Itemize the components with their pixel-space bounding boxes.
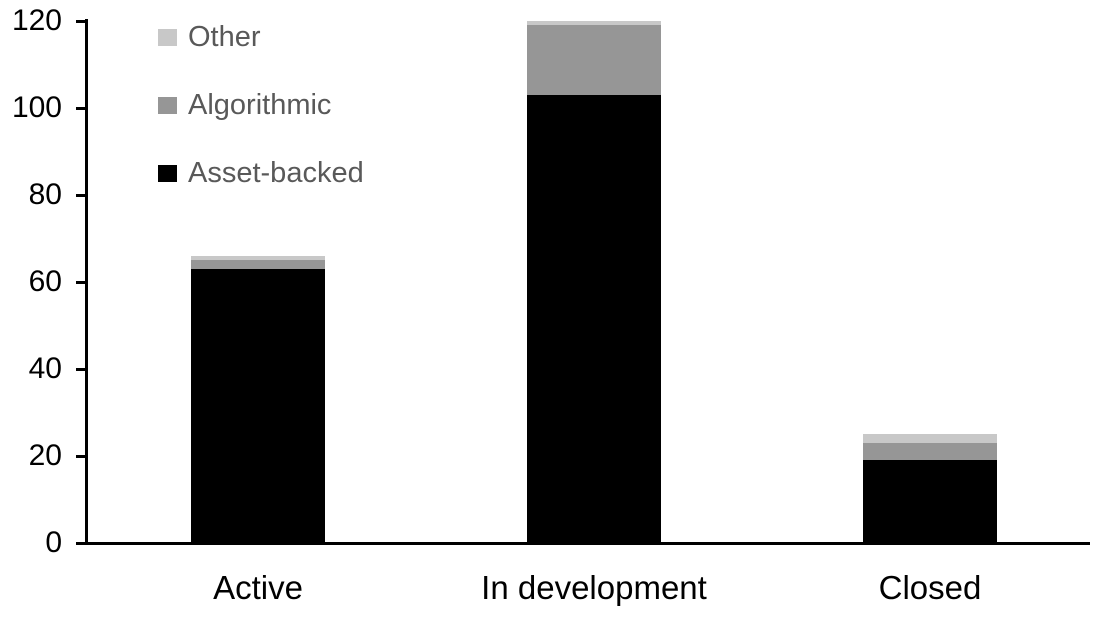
- y-tick-mark: [76, 20, 85, 23]
- y-tick-label: 20: [28, 439, 62, 472]
- bar-segment-other: [863, 434, 997, 443]
- legend-label: Other: [188, 21, 261, 53]
- bar-segment-algorithmic: [863, 442, 997, 461]
- bar-active: [191, 255, 325, 543]
- bar-in-development: [527, 21, 661, 543]
- y-tick-label: 120: [11, 4, 62, 37]
- y-tick-mark: [76, 368, 85, 371]
- x-category-label: Active: [213, 569, 303, 606]
- y-tick-label: 80: [28, 178, 62, 211]
- bar-segment-other: [527, 21, 661, 26]
- legend-item-algorithmic: Algorithmic: [158, 88, 364, 122]
- legend-label: Asset-backed: [188, 157, 364, 189]
- x-category-label: In development: [481, 569, 707, 606]
- x-category-label: Closed: [878, 569, 982, 606]
- y-tick-mark: [76, 281, 85, 284]
- bar-segment-algorithmic: [527, 25, 661, 95]
- y-tick-label: 40: [28, 352, 62, 385]
- legend-swatch: [158, 164, 177, 182]
- y-tick-label: 0: [45, 526, 62, 559]
- legend-swatch: [158, 96, 177, 114]
- legend: Other Algorithmic Asset-backed: [158, 20, 364, 224]
- bar-segment-other: [191, 255, 325, 261]
- y-axis-line: [85, 19, 88, 545]
- y-tick-mark: [76, 455, 85, 458]
- bar-closed: [863, 434, 997, 543]
- legend-item-other: Other: [158, 20, 364, 54]
- bar-segment-asset-backed: [527, 94, 661, 543]
- y-tick-mark: [76, 542, 85, 545]
- x-axis-line: [85, 542, 1090, 545]
- legend-item-asset-backed: Asset-backed: [158, 156, 364, 190]
- y-tick-label: 60: [28, 265, 62, 298]
- y-tick-label: 100: [11, 91, 62, 124]
- bar-segment-algorithmic: [191, 260, 325, 269]
- bar-segment-asset-backed: [191, 268, 325, 543]
- y-tick-mark: [76, 194, 85, 197]
- legend-label: Algorithmic: [188, 89, 332, 121]
- y-tick-mark: [76, 107, 85, 110]
- legend-swatch: [158, 28, 177, 46]
- bar-segment-asset-backed: [863, 460, 997, 543]
